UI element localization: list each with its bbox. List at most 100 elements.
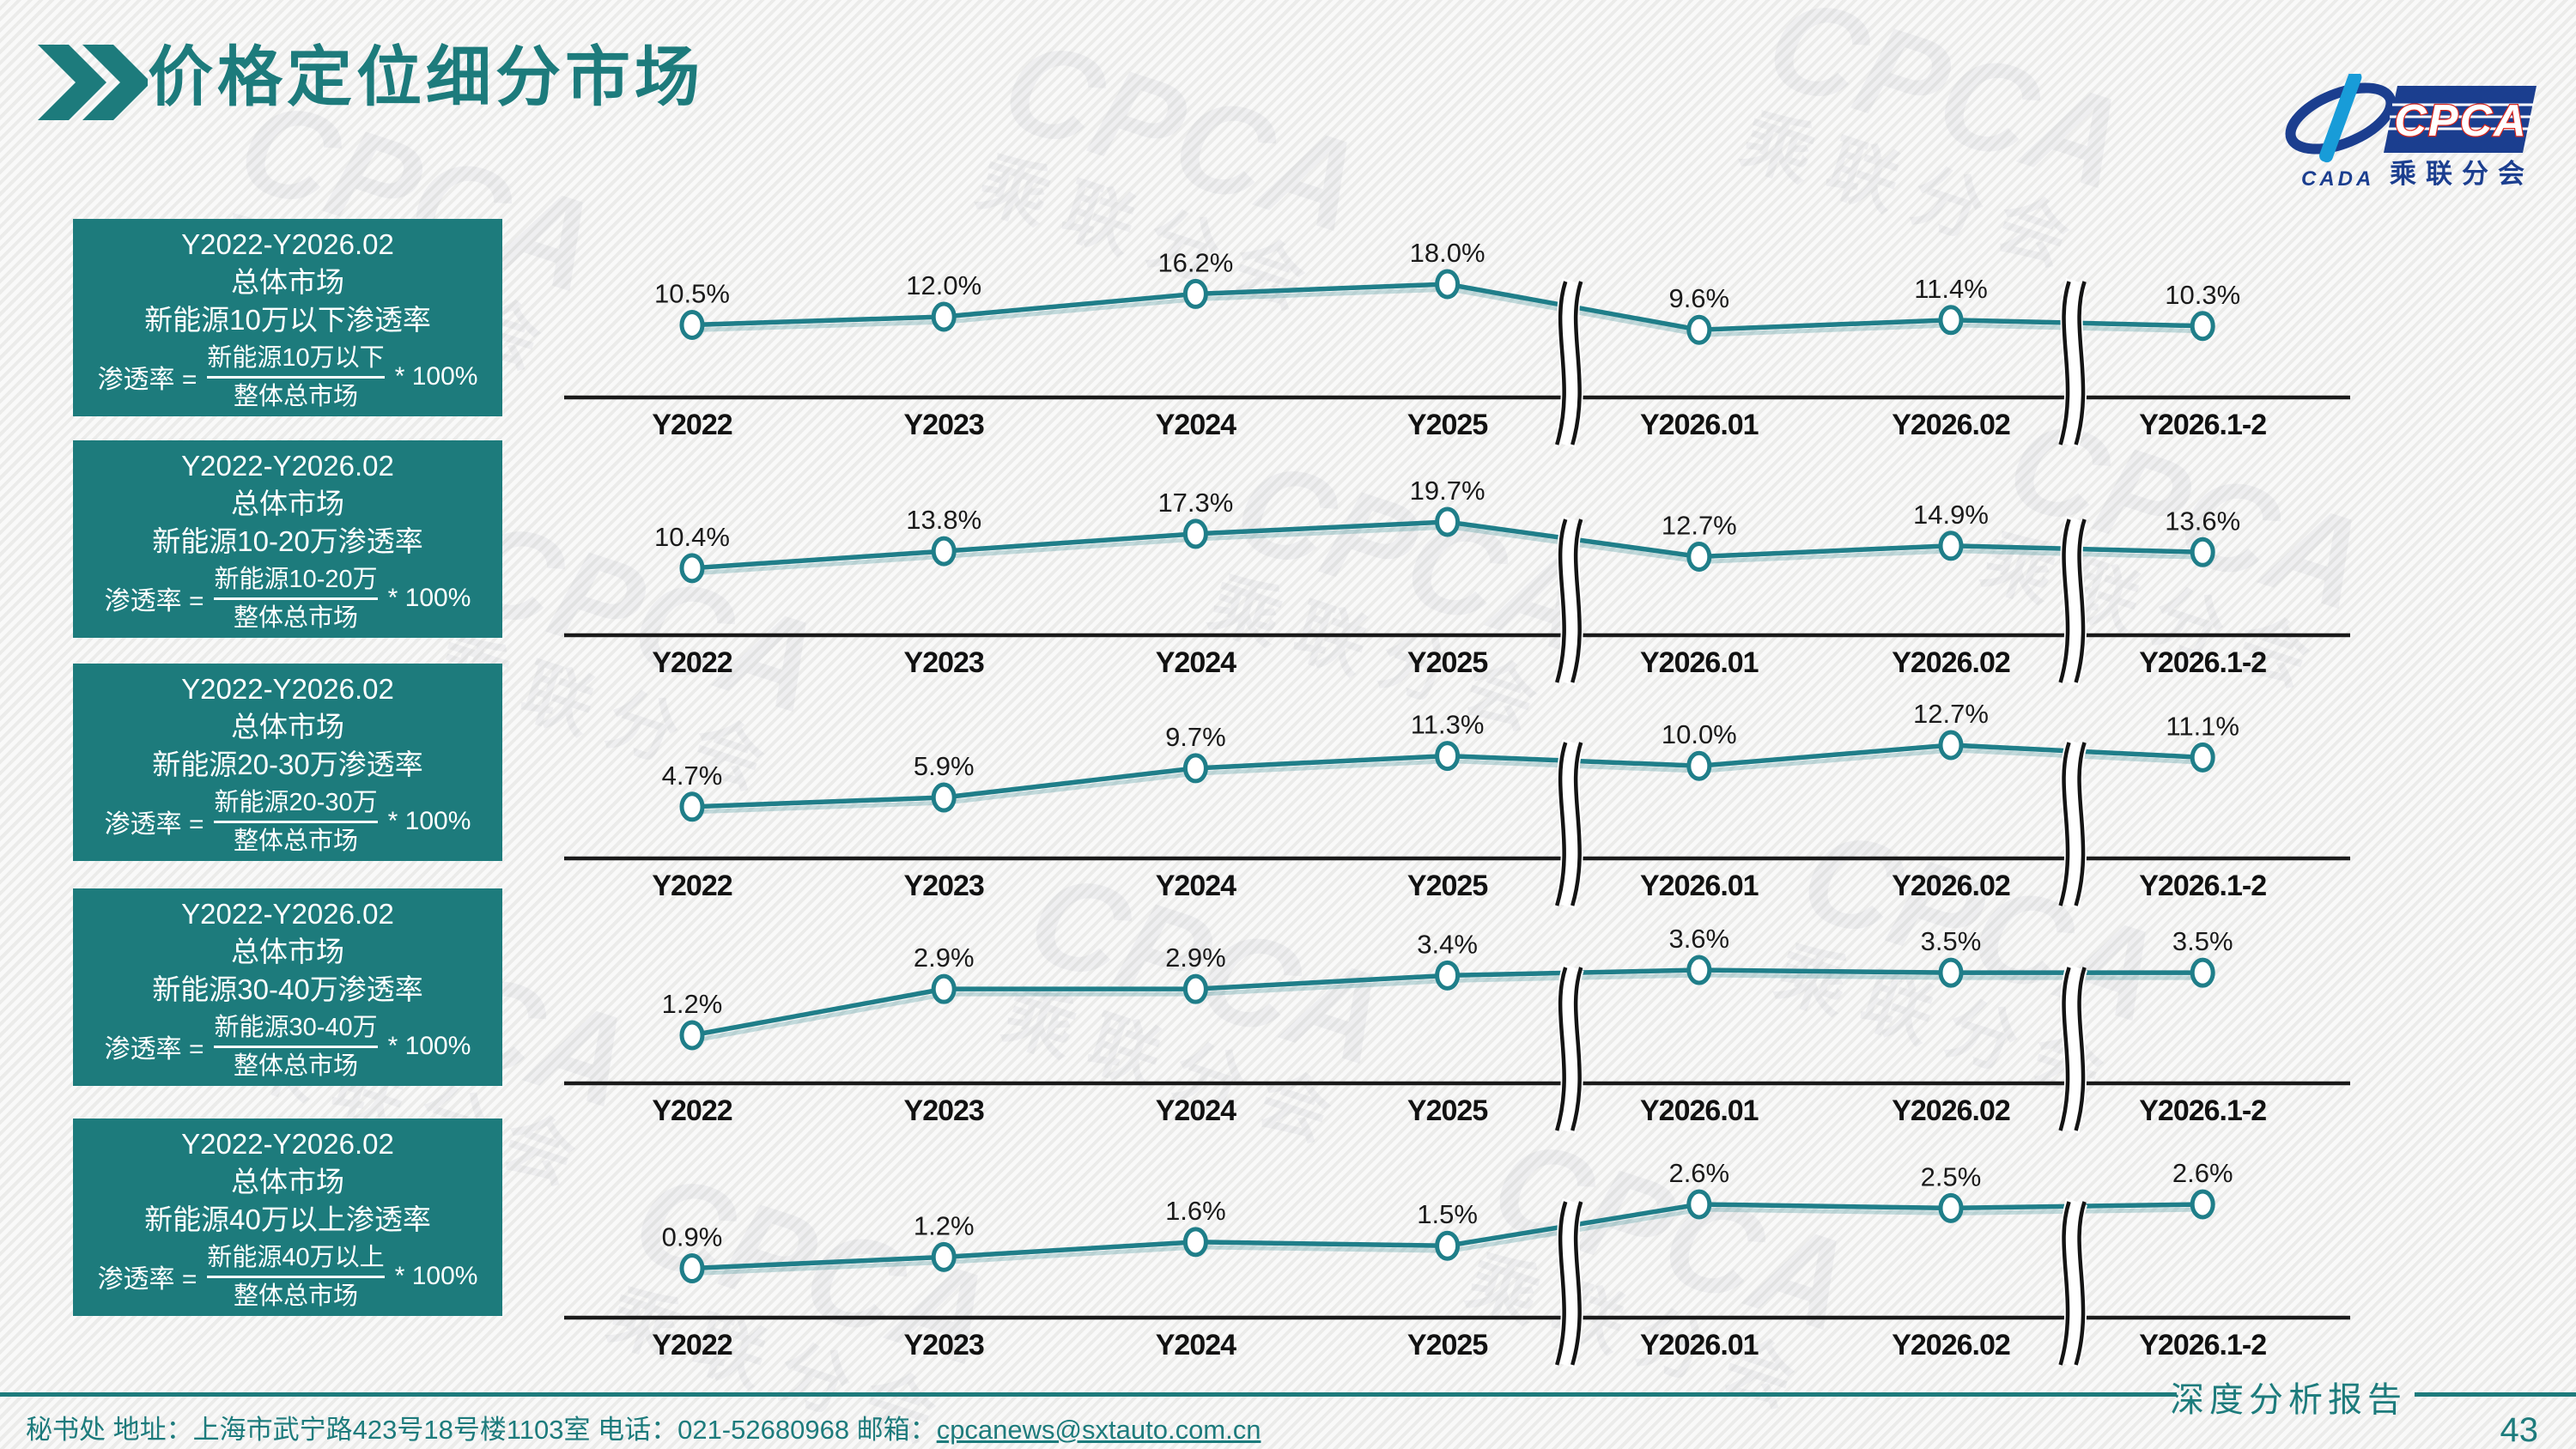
x-axis-label: Y2024 bbox=[1156, 1329, 1236, 1361]
formula-fraction: 新能源10-20万 整体总市场 bbox=[214, 564, 378, 634]
data-point-marker bbox=[1182, 1227, 1208, 1258]
x-axis-label: Y2026.1-2 bbox=[2139, 1329, 2266, 1361]
trend-chart: 0.9% Y2022 1.2% Y2023 1.6% Y2024 1.5% Y2025 2.6%… bbox=[564, 1158, 2350, 1368]
cpca-logo: CADA CPCA 乘联分会 bbox=[2285, 74, 2537, 191]
data-point-label: 3.5% bbox=[1921, 926, 1982, 956]
data-point-label: 3.5% bbox=[2172, 926, 2233, 956]
axis-break-icon bbox=[2058, 518, 2071, 683]
formula-lhs: 渗透率 = bbox=[97, 1265, 197, 1294]
formula: 渗透率 = 新能源10-20万 整体总市场 * 100% bbox=[73, 564, 502, 634]
trend-chart: 10.4% Y2022 13.8% Y2023 17.3% Y2024 19.7% Y2025… bbox=[564, 476, 2350, 686]
x-axis-label: Y2026.02 bbox=[1892, 646, 2010, 679]
data-point-label: 1.2% bbox=[662, 989, 723, 1019]
data-point-marker bbox=[931, 536, 957, 567]
data-point-marker bbox=[931, 1241, 957, 1272]
axis-break-icon bbox=[2057, 515, 2088, 686]
x-axis-label: Y2022 bbox=[652, 646, 732, 679]
data-point-label: 16.2% bbox=[1157, 247, 1233, 277]
formula-denominator: 整体总市场 bbox=[234, 827, 359, 855]
x-axis-label: Y2023 bbox=[904, 1329, 984, 1361]
metric-period: Y2022-Y2026.02 bbox=[181, 1128, 394, 1160]
footer-email-link[interactable]: cpcanews@sxtauto.com.cn bbox=[936, 1415, 1261, 1445]
data-point-label: 5.9% bbox=[914, 751, 975, 781]
watermark-cpca-text: CPCA bbox=[1752, 0, 2143, 217]
metric-box: Y2022-Y2026.02 总体市场 新能源20-30万渗透率 渗透率 = 新能源20… bbox=[73, 664, 502, 861]
trend-chart: 10.5% Y2022 12.0% Y2023 16.2% Y2024 18.0% Y2025… bbox=[564, 238, 2350, 448]
data-point-marker bbox=[1182, 753, 1208, 784]
formula: 渗透率 = 新能源10万以下 整体总市场 * 100% bbox=[73, 343, 502, 413]
data-point-marker bbox=[1686, 750, 1712, 781]
metric-period: Y2022-Y2026.02 bbox=[181, 898, 394, 930]
axis-break-icon bbox=[2057, 738, 2088, 909]
metric-market: 总体市场 bbox=[231, 710, 344, 743]
formula-divider bbox=[214, 597, 378, 600]
data-point-label: 10.3% bbox=[2165, 280, 2240, 310]
data-point-marker bbox=[1938, 957, 1964, 988]
footer-divider bbox=[2415, 1392, 2576, 1397]
data-point-label: 1.5% bbox=[1417, 1199, 1478, 1229]
data-point-label: 12.0% bbox=[906, 270, 981, 300]
axis-break-icon bbox=[1553, 1197, 1584, 1368]
x-axis-label: Y2023 bbox=[904, 1094, 984, 1127]
logo-banner bbox=[2384, 86, 2537, 153]
logo-cada-text: CADA bbox=[2301, 167, 2374, 191]
x-axis-label: Y2024 bbox=[1156, 409, 1236, 441]
axis-break-icon bbox=[1555, 742, 1568, 906]
data-point-label: 10.5% bbox=[654, 279, 730, 309]
axis-break-icon bbox=[1555, 967, 1568, 1131]
data-point-label: 11.1% bbox=[2166, 711, 2239, 741]
axis-break-icon bbox=[2058, 1201, 2071, 1366]
x-axis-label: Y2026.1-2 bbox=[2139, 1094, 2266, 1127]
data-point-marker bbox=[1938, 305, 1964, 336]
x-axis-label: Y2022 bbox=[652, 1329, 732, 1361]
formula-denominator: 整体总市场 bbox=[234, 1052, 359, 1080]
data-point-marker bbox=[1938, 1192, 1964, 1223]
x-axis-label: Y2025 bbox=[1407, 646, 1487, 679]
axis-break-icon bbox=[1571, 518, 1583, 683]
metric-period: Y2022-Y2026.02 bbox=[181, 673, 394, 705]
logo-cpca-text: CPCA bbox=[2394, 96, 2527, 146]
formula-denominator: 整体总市场 bbox=[234, 382, 359, 410]
data-point-marker bbox=[2190, 537, 2215, 567]
formula-fraction: 新能源20-30万 整体总市场 bbox=[214, 787, 378, 858]
x-axis-label: Y2024 bbox=[1156, 870, 1236, 902]
data-point-label: 9.7% bbox=[1165, 722, 1226, 752]
data-point-marker bbox=[2190, 1189, 2215, 1220]
footer-contact: 秘书处 地址：上海市武宁路423号18号楼1103室 电话：021-526809… bbox=[26, 1408, 1261, 1446]
formula-numerator: 新能源10-20万 bbox=[214, 565, 378, 593]
formula-divider bbox=[214, 1045, 378, 1048]
metric-box: Y2022-Y2026.02 总体市场 新能源10万以下渗透率 渗透率 = 新能源10万… bbox=[73, 219, 502, 416]
data-point-marker bbox=[1938, 530, 1964, 561]
data-point-label: 10.4% bbox=[654, 522, 730, 552]
footer-contact-text: 秘书处 地址：上海市武宁路423号18号楼1103室 电话：021-526809… bbox=[26, 1415, 937, 1445]
axis-break-icon bbox=[2057, 963, 2088, 1134]
data-point-marker bbox=[1686, 955, 1712, 985]
data-point-label: 14.9% bbox=[1913, 500, 1989, 530]
data-point-marker bbox=[1686, 542, 1712, 573]
metric-title: 新能源20-30万渗透率 bbox=[152, 748, 423, 780]
data-point-marker bbox=[931, 301, 957, 332]
x-axis-label: Y2026.1-2 bbox=[2139, 870, 2266, 902]
data-point-marker bbox=[1686, 314, 1712, 345]
data-point-marker bbox=[1435, 269, 1461, 300]
x-axis-label: Y2025 bbox=[1407, 1094, 1487, 1127]
formula: 渗透率 = 新能源20-30万 整体总市场 * 100% bbox=[73, 787, 502, 858]
data-point-label: 13.8% bbox=[906, 505, 981, 535]
formula-rhs: * 100% bbox=[387, 807, 471, 836]
formula-lhs: 渗透率 = bbox=[97, 366, 197, 395]
x-axis-label: Y2026.02 bbox=[1892, 870, 2010, 902]
formula-divider bbox=[214, 820, 378, 823]
formula: 渗透率 = 新能源30-40万 整体总市场 * 100% bbox=[73, 1012, 502, 1082]
data-point-marker bbox=[931, 782, 957, 813]
axis-break-icon bbox=[2057, 277, 2088, 448]
metric-market: 总体市场 bbox=[231, 1165, 344, 1197]
x-axis-label: Y2026.01 bbox=[1640, 1094, 1759, 1127]
formula-lhs: 渗透率 = bbox=[104, 1035, 204, 1064]
logo-pen-icon bbox=[2319, 74, 2362, 163]
formula-rhs: * 100% bbox=[394, 1262, 478, 1291]
data-point-marker bbox=[1435, 1230, 1461, 1261]
metric-market: 总体市场 bbox=[231, 487, 344, 519]
chevron-icon bbox=[38, 45, 148, 120]
data-point-marker bbox=[679, 553, 705, 584]
x-axis-label: Y2026.02 bbox=[1892, 1329, 2010, 1361]
